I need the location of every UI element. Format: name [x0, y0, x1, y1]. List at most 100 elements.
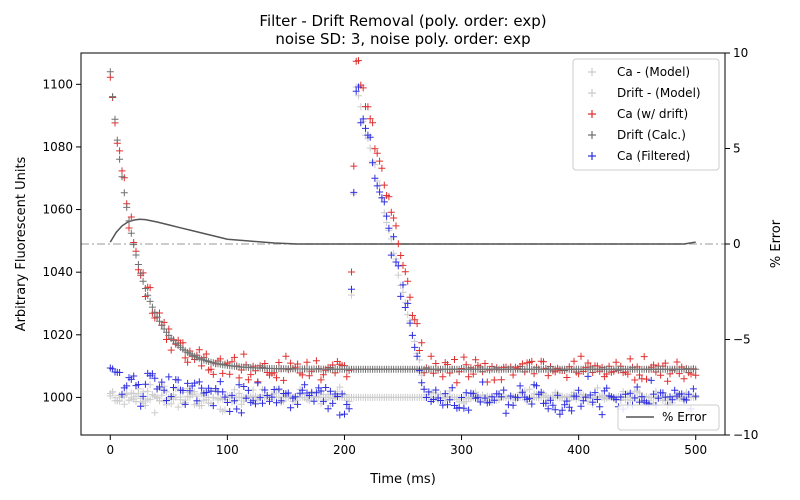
data-point [111, 115, 119, 123]
data-point [439, 373, 447, 381]
data-point [413, 352, 421, 360]
data-point [123, 382, 131, 390]
data-point [219, 388, 227, 396]
data-point [230, 397, 238, 405]
data-point [275, 359, 283, 366]
data-point [626, 355, 634, 363]
data-point [221, 406, 229, 414]
data-point [230, 386, 238, 394]
data-point [195, 378, 203, 386]
data-point [336, 411, 344, 419]
data-point [568, 407, 576, 415]
data-point [418, 379, 426, 387]
data-point [116, 147, 124, 155]
legend-item: Ca (w/ drift) [588, 107, 688, 121]
data-point [579, 397, 587, 405]
data-point [146, 297, 154, 305]
data-point [120, 400, 128, 408]
data-point [179, 387, 187, 394]
data-point [151, 308, 159, 316]
data-point [134, 390, 142, 398]
data-point [237, 409, 245, 417]
data-point [437, 397, 444, 404]
data-point [366, 133, 374, 141]
data-point [593, 396, 601, 403]
data-point [657, 371, 665, 379]
data-point [261, 386, 269, 394]
data-point [418, 339, 426, 347]
data-point [141, 285, 149, 292]
chart-title-line1: Filter - Drift Removal (poly. order: exp… [259, 12, 546, 30]
data-point [156, 396, 163, 404]
data-point [355, 92, 362, 100]
data-point [603, 384, 611, 392]
data-point [542, 399, 550, 407]
data-point [179, 339, 187, 347]
data-point [685, 390, 693, 398]
data-point [160, 386, 168, 394]
data-point [359, 115, 367, 123]
data-point [242, 394, 250, 402]
data-point [106, 392, 114, 400]
data-point [570, 357, 578, 365]
data-point [186, 387, 194, 395]
data-point [626, 389, 634, 397]
data-point [235, 374, 243, 382]
legend-error-box [617, 404, 720, 431]
data-point [141, 380, 149, 388]
y-tick-label: 1040 [42, 265, 73, 279]
data-point [284, 389, 292, 397]
data-point [659, 389, 667, 397]
data-point [298, 371, 306, 379]
data-point [156, 317, 163, 325]
data-point [252, 400, 259, 408]
y2-tick-label: −10 [733, 428, 758, 442]
data-point [460, 404, 468, 412]
data-point [364, 103, 372, 111]
data-point [378, 164, 386, 172]
data-point [401, 268, 409, 276]
data-point [146, 381, 154, 389]
data-point [654, 394, 662, 402]
data-point [146, 284, 154, 292]
data-point [593, 384, 601, 392]
data-point [132, 251, 140, 259]
data-point [233, 405, 241, 413]
data-point [177, 393, 184, 401]
y-tick-label: 1060 [42, 203, 73, 217]
data-point [427, 352, 435, 360]
x-tick-label: 300 [450, 443, 473, 457]
data-point [399, 288, 407, 296]
data-point [343, 373, 351, 381]
legend-marker [588, 68, 596, 76]
legend-label: Drift - (Model) [617, 86, 701, 100]
data-point [294, 400, 302, 408]
data-point [156, 309, 163, 317]
data-point [153, 313, 161, 321]
data-point [533, 382, 540, 390]
data-point [387, 251, 395, 259]
data-point [692, 392, 700, 400]
data-point [282, 352, 290, 360]
data-point [158, 391, 166, 399]
data-point [458, 394, 465, 401]
data-point [191, 401, 199, 409]
data-point [198, 362, 206, 370]
data-point [144, 387, 152, 395]
data-point [184, 379, 192, 387]
data-point [643, 375, 650, 383]
data-point [151, 409, 159, 417]
data-point [148, 370, 156, 378]
data-point [273, 374, 280, 382]
data-point [392, 258, 400, 266]
y-tick-label: 1000 [42, 390, 73, 404]
data-point [312, 357, 320, 365]
data-point [394, 262, 402, 270]
legend-main-box [572, 58, 720, 171]
data-point [303, 358, 311, 366]
y2-tick-label: 0 [733, 237, 741, 251]
data-point [465, 373, 473, 381]
data-point [247, 371, 255, 379]
data-point [612, 396, 620, 403]
data-point [244, 386, 252, 394]
